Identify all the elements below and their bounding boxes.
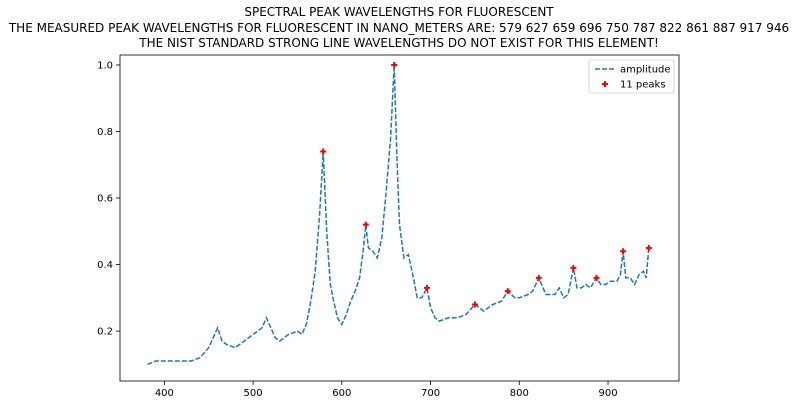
x-tick-label: 400 [155, 388, 174, 399]
x-tick-label: 900 [598, 388, 617, 399]
chart-subtitle-nist: THE NIST STANDARD STRONG LINE WAVELENGTH… [139, 36, 659, 50]
y-tick-label: 0.6 [97, 194, 113, 205]
x-tick-label: 800 [510, 388, 529, 399]
legend-peaks-label: 11 peaks [620, 80, 666, 91]
peak-marker [320, 148, 327, 155]
legend-peaks-swatch [602, 81, 608, 87]
peak-marker [391, 61, 398, 68]
peak-marker [645, 244, 652, 251]
peak-marker [535, 274, 542, 281]
chart-title: SPECTRAL PEAK WAVELENGTHS FOR FLUORESCEN… [244, 5, 554, 19]
peak-marker [424, 284, 431, 291]
peak-marker [362, 221, 369, 228]
x-tick-label: 600 [332, 388, 351, 399]
peak-marker [620, 248, 627, 255]
x-tick-label: 500 [244, 388, 263, 399]
peak-marker [471, 301, 478, 308]
legend: amplitude 11 peaks [588, 59, 675, 94]
y-tick-label: 1.0 [97, 60, 113, 71]
peak-marker [593, 274, 600, 281]
axes-frame [119, 54, 680, 382]
axes: 400 500 600 700 800 900 0.2 0.4 0.6 0.8 1.0 [97, 54, 680, 399]
y-tick-label: 0.4 [97, 260, 113, 271]
x-tick-label: 700 [421, 388, 440, 399]
y-tick-label: 0.8 [97, 127, 113, 138]
series-amplitude-line [147, 64, 650, 366]
y-tick-label: 0.2 [97, 327, 113, 338]
plot-area [147, 61, 652, 366]
peak-marker [504, 288, 511, 295]
peak-marker [570, 264, 577, 271]
chart-subtitle-measured: THE MEASURED PEAK WAVELENGTHS FOR FLUORE… [8, 21, 790, 35]
legend-amplitude-label: amplitude [620, 65, 671, 76]
